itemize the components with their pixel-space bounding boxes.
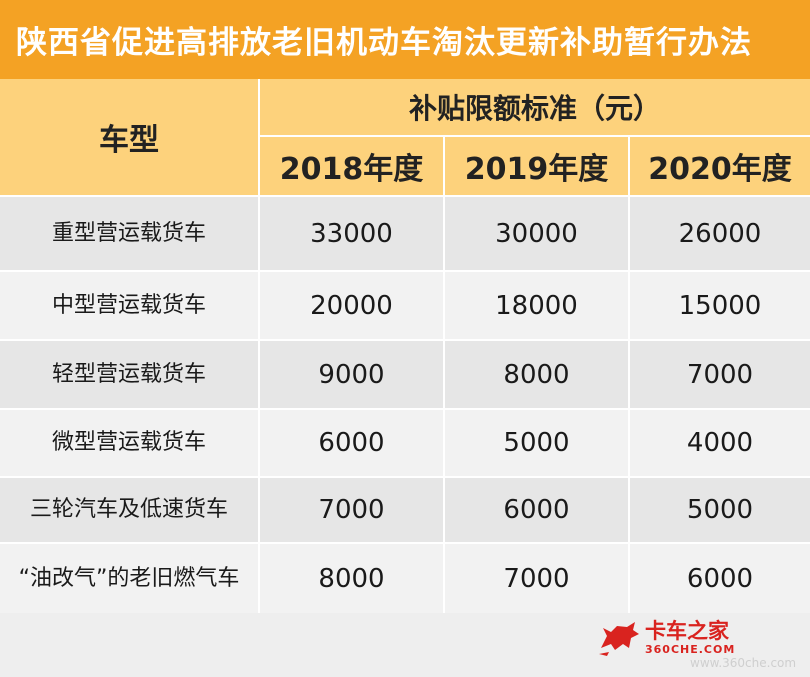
brand-logo: 卡车之家 360CHE.COM bbox=[597, 618, 735, 658]
header-year-2020: 2020年度 bbox=[648, 152, 792, 187]
logo-text-cn: 卡车之家 bbox=[645, 619, 729, 643]
row-value-2019: 6000 bbox=[503, 495, 570, 525]
header-year-2018: 2018年度 bbox=[279, 152, 424, 187]
row-value-2019: 5000 bbox=[503, 428, 570, 458]
table-row: “油改气”的老旧燃气车 8000 7000 6000 bbox=[0, 544, 810, 613]
header-divider bbox=[258, 79, 260, 195]
row-value-2020: 4000 bbox=[686, 428, 754, 458]
table-row: 中型营运载货车 20000 18000 15000 bbox=[0, 272, 810, 339]
table-row: 重型营运载货车 33000 30000 26000 bbox=[0, 197, 810, 270]
row-value-2019: 8000 bbox=[503, 359, 570, 390]
table-header: 车型 补贴限额标准（元） 2018年度 2019年度 2020年度 bbox=[0, 79, 810, 195]
row-vehicle-type: 重型营运载货车 bbox=[51, 220, 206, 246]
row-value-2018: 7000 bbox=[318, 495, 385, 525]
row-value-2018: 9000 bbox=[318, 359, 385, 390]
row-value-2019: 30000 bbox=[495, 218, 578, 249]
row-vehicle-type: “油改气”的老旧燃气车 bbox=[18, 565, 240, 591]
row-value-2020: 26000 bbox=[678, 218, 762, 249]
column-divider bbox=[628, 195, 630, 613]
row-value-2018: 8000 bbox=[318, 563, 385, 594]
header-standard: 补贴限额标准（元） bbox=[408, 92, 661, 125]
header-divider bbox=[260, 135, 810, 137]
row-value-2020: 5000 bbox=[686, 495, 754, 525]
row-vehicle-type: 微型营运载货车 bbox=[51, 430, 206, 455]
table-row: 微型营运载货车 6000 5000 4000 bbox=[0, 410, 810, 476]
row-value-2019: 18000 bbox=[495, 290, 578, 321]
header-vehicle-type: 车型 bbox=[99, 123, 159, 158]
logo-text-en: 360CHE.COM bbox=[645, 643, 736, 656]
table-row: 轻型营运载货车 9000 8000 7000 bbox=[0, 341, 810, 408]
column-divider bbox=[258, 195, 260, 613]
row-vehicle-type: 轻型营运载货车 bbox=[51, 361, 206, 387]
row-vehicle-type: 中型营运载货车 bbox=[51, 292, 206, 318]
row-value-2020: 6000 bbox=[686, 563, 754, 594]
row-value-2018: 20000 bbox=[310, 290, 393, 321]
row-value-2019: 7000 bbox=[503, 563, 570, 594]
header-divider bbox=[443, 135, 445, 195]
column-divider bbox=[443, 195, 445, 613]
page-title: 陕西省促进高排放老旧机动车淘汰更新补助暂行办法 bbox=[0, 0, 810, 79]
row-value-2020: 15000 bbox=[678, 290, 762, 321]
table-row: 三轮汽车及低速货车 7000 6000 5000 bbox=[0, 478, 810, 542]
row-value-2018: 33000 bbox=[310, 218, 393, 249]
footer-band bbox=[0, 613, 810, 677]
header-divider bbox=[628, 135, 630, 195]
watermark-text: www.360che.com bbox=[690, 656, 797, 670]
header-year-2019: 2019年度 bbox=[464, 152, 609, 187]
row-value-2020: 7000 bbox=[686, 359, 754, 390]
row-vehicle-type: 三轮汽车及低速货车 bbox=[29, 497, 228, 522]
row-value-2018: 6000 bbox=[318, 428, 385, 458]
bull-logo-icon bbox=[599, 622, 639, 656]
